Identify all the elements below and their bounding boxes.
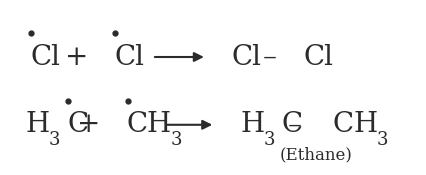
Text: 3: 3 bbox=[171, 131, 182, 149]
Text: Cl: Cl bbox=[114, 44, 144, 71]
Text: 3: 3 bbox=[263, 131, 275, 149]
Text: +: + bbox=[65, 44, 88, 71]
Text: H: H bbox=[353, 111, 377, 138]
Text: –: – bbox=[263, 44, 277, 71]
Text: 3: 3 bbox=[49, 131, 60, 149]
Text: Cl: Cl bbox=[30, 44, 60, 71]
Text: C: C bbox=[282, 111, 302, 138]
Text: H: H bbox=[147, 111, 171, 138]
Text: (Ethane): (Ethane) bbox=[279, 147, 352, 164]
Text: +: + bbox=[77, 111, 101, 138]
Text: H: H bbox=[240, 111, 265, 138]
Text: Cl: Cl bbox=[303, 44, 334, 71]
Text: Cl: Cl bbox=[232, 44, 262, 71]
Text: 3: 3 bbox=[377, 131, 389, 149]
Text: C: C bbox=[333, 111, 354, 138]
Text: H: H bbox=[26, 111, 50, 138]
Text: C: C bbox=[67, 111, 88, 138]
Text: C: C bbox=[127, 111, 148, 138]
Text: –: – bbox=[288, 111, 302, 138]
